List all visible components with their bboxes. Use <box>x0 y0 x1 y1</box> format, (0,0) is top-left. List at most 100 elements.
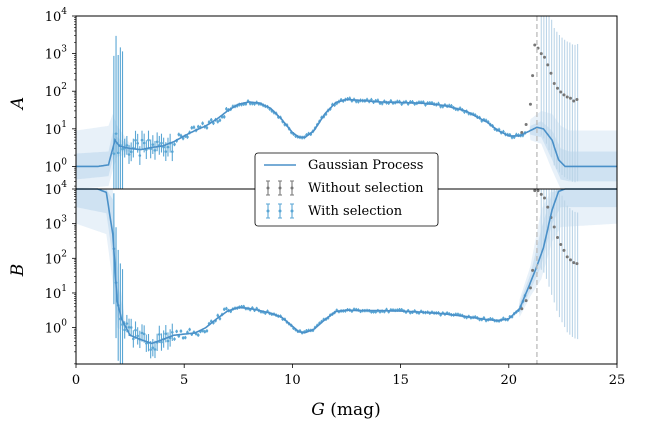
with-selection-point <box>225 306 228 311</box>
with-selection-point <box>173 337 176 341</box>
data-point <box>183 336 187 339</box>
with-selection-point <box>205 329 209 333</box>
data-point <box>173 143 176 146</box>
y-tick-label: 102 <box>45 249 67 267</box>
panel-b <box>76 188 617 364</box>
y-tick-exponent: 0 <box>61 319 67 329</box>
panel-a-band-outer <box>76 99 617 189</box>
with-selection-point <box>116 55 120 189</box>
data-point <box>129 326 133 329</box>
data-point <box>205 126 209 130</box>
with-selection-point <box>181 336 185 340</box>
with-selection-point <box>173 142 176 147</box>
data-point <box>196 333 200 337</box>
legend: Gaussian Process Without selection With … <box>254 152 439 227</box>
with-selection-point <box>216 313 220 318</box>
data-point <box>216 120 220 123</box>
with-selection-point <box>170 142 174 162</box>
data-point <box>153 149 157 152</box>
with-selection-point <box>203 329 207 334</box>
x-tick-label: 20 <box>501 373 518 388</box>
data-point <box>140 331 144 335</box>
data-point <box>190 126 194 130</box>
panel-b-gp-curve <box>76 188 617 345</box>
with-selection-point <box>162 137 165 157</box>
with-selection-point <box>147 130 150 150</box>
data-point <box>127 325 131 329</box>
without-selection-point <box>524 123 528 127</box>
data-point <box>160 141 163 145</box>
with-selection-point <box>205 125 209 130</box>
y-tick-label: 100 <box>45 319 68 337</box>
y-tick-base: 10 <box>45 160 62 175</box>
panel-a-band-inner <box>76 99 617 182</box>
with-selection-point <box>149 139 152 159</box>
with-selection-point <box>218 118 222 123</box>
data-point <box>166 339 170 343</box>
with-selection-point <box>121 269 124 364</box>
with-selection-point <box>134 130 137 150</box>
x-tick-label: 5 <box>180 373 188 388</box>
with-selection-point <box>155 132 159 152</box>
without-selection-point <box>559 243 563 247</box>
with-selection-point <box>166 332 170 350</box>
data-point <box>173 337 176 341</box>
with-selection-point <box>222 114 226 119</box>
x-axis-unit: (mag) <box>325 400 381 420</box>
data-point <box>166 145 170 149</box>
data-point <box>222 307 226 311</box>
data-point <box>196 125 200 129</box>
without-selection-point <box>539 52 543 56</box>
with-selection-point <box>125 135 129 155</box>
y-tick-base: 10 <box>45 10 62 25</box>
without-selection-point <box>562 93 566 97</box>
y-tick-label: 100 <box>45 157 68 175</box>
data-point <box>142 332 146 336</box>
data-point <box>123 328 126 332</box>
without-selection-point <box>555 235 559 239</box>
legend-gp-label: Gaussian Process <box>308 158 423 173</box>
without-selection-point <box>568 258 572 262</box>
without-selection-point <box>565 255 569 259</box>
with-selection-point <box>209 117 213 122</box>
data-point <box>127 153 131 156</box>
y-tick-base: 10 <box>45 123 62 138</box>
with-selection-point <box>160 333 163 351</box>
with-selection-point <box>132 330 135 348</box>
with-selection-point <box>225 107 228 111</box>
with-selection-point <box>134 321 137 339</box>
legend-box <box>254 152 439 227</box>
without-selection-point <box>575 98 579 102</box>
with-selection-point <box>151 135 155 154</box>
without-selection-point <box>524 299 528 303</box>
with-selection-point <box>170 323 174 341</box>
y-tick-exponent: 0 <box>61 157 67 167</box>
with-selection-point <box>114 35 118 189</box>
without-selection-point <box>528 286 532 290</box>
with-selection-point <box>136 327 139 345</box>
data-point <box>112 152 116 155</box>
data-point <box>218 317 222 320</box>
data-point <box>129 150 133 154</box>
x-tick-label: 15 <box>392 373 409 388</box>
data-point <box>147 138 150 142</box>
without-selection-point <box>520 307 524 311</box>
y-tick-label: 104 <box>45 180 68 198</box>
with-selection-point <box>218 316 222 321</box>
data-point <box>380 102 384 105</box>
without-selection-point <box>539 192 543 196</box>
data-point <box>140 138 144 142</box>
data-point <box>149 348 152 351</box>
y-tick-base: 10 <box>45 48 62 63</box>
without-selection-point <box>546 205 550 209</box>
with-selection-point <box>145 334 148 352</box>
panel-a-y-axis-label: A <box>8 97 28 111</box>
without-selection-point <box>552 82 556 86</box>
without-selection-point <box>520 130 524 134</box>
x-tick-label: 25 <box>609 373 626 388</box>
with-selection-point <box>183 335 187 340</box>
legend-marker <box>266 186 270 190</box>
data-point <box>125 144 129 147</box>
without-selection-point <box>555 86 559 90</box>
